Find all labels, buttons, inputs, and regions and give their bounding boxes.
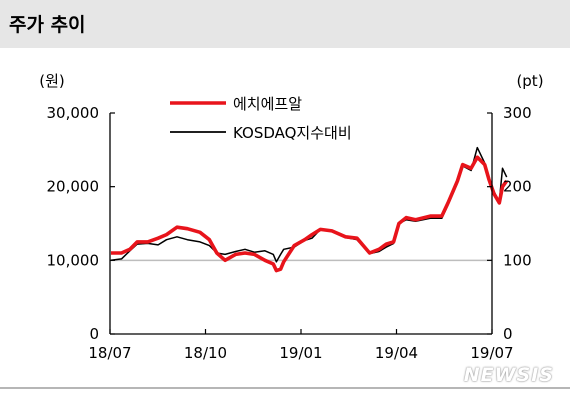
title-bar: 주가 추이 — [0, 0, 570, 48]
legend-item-kosdaq-relative: KOSDAQ지수대비 — [170, 124, 352, 142]
page-title: 주가 추이 — [9, 14, 86, 36]
right-tick-label: 200 — [503, 178, 532, 196]
right-tick-label: 0 — [503, 325, 513, 343]
x-tick-label: 18/07 — [88, 344, 131, 362]
legend-label: 에치에프알 — [233, 95, 302, 113]
left-tick-label: 0 — [89, 325, 99, 343]
x-tick-label: 18/10 — [184, 344, 227, 362]
x-tick-label: 19/07 — [470, 344, 513, 362]
left-tick-label: 10,000 — [47, 251, 100, 269]
legend-label: KOSDAQ지수대비 — [233, 124, 352, 142]
x-tick-label: 19/04 — [375, 344, 418, 362]
chart-legend: 에치에프알 KOSDAQ지수대비 — [170, 95, 352, 142]
legend-item-hfr: 에치에프알 — [170, 95, 302, 113]
right-axis-unit: (pt) — [516, 72, 543, 90]
right-tick-label: 100 — [503, 251, 532, 269]
series-line-hfr — [111, 155, 509, 273]
left-axis-unit: (원) — [39, 72, 65, 90]
newsis-watermark: NEWSIS — [463, 364, 554, 386]
left-tick-label: 20,000 — [47, 178, 100, 196]
x-tick-label: 19/01 — [279, 344, 322, 362]
left-tick-label: 30,000 — [47, 104, 100, 122]
right-tick-label: 300 — [503, 104, 532, 122]
